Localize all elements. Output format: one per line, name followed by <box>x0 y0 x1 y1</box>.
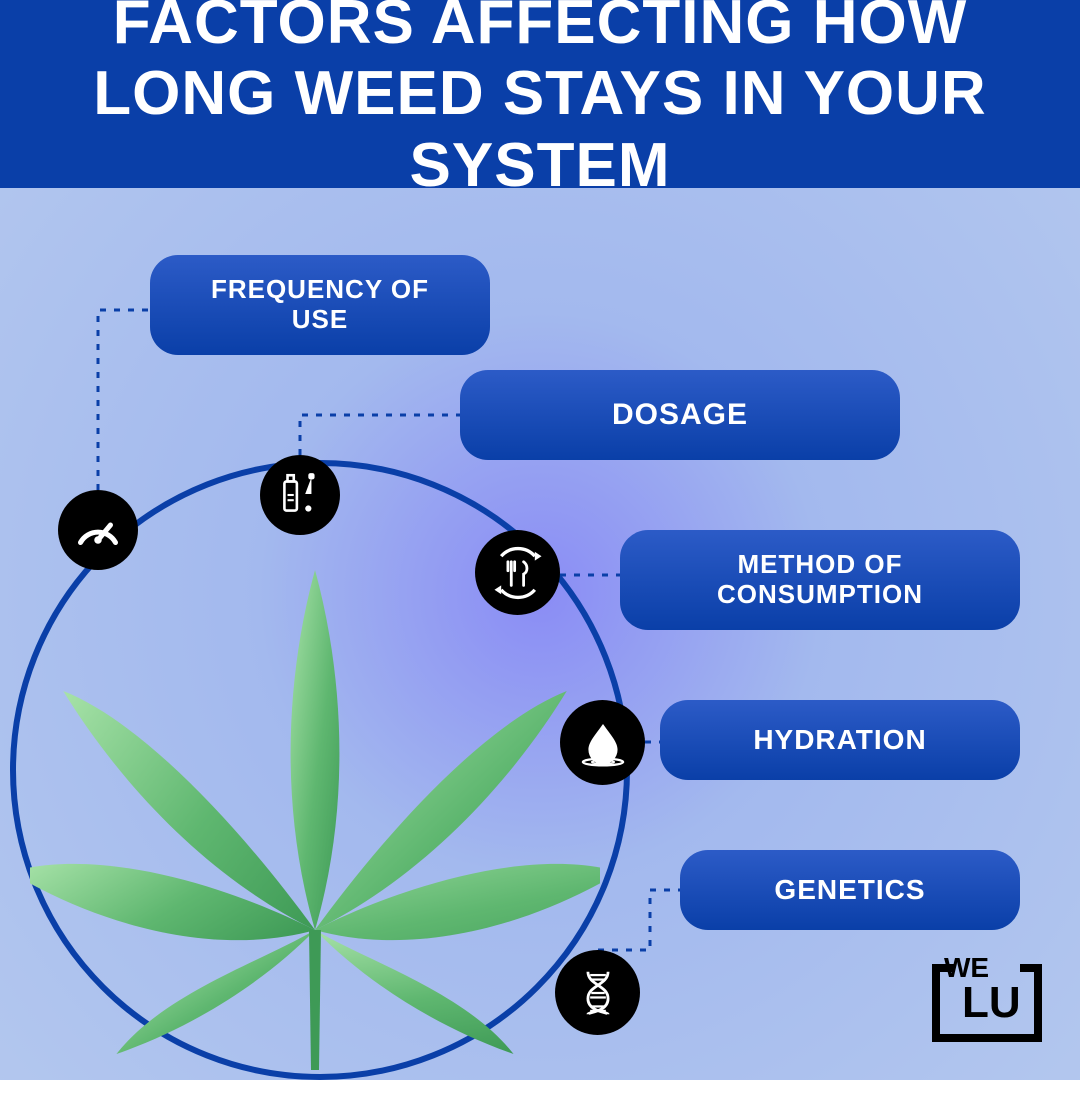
dropper-icon <box>260 455 340 535</box>
water-icon <box>560 700 645 785</box>
pill-dosage: DOSAGE <box>460 370 900 460</box>
dna-icon <box>555 950 640 1035</box>
header-bar: FACTORS AFFECTING HOW LONG WEED STAYS IN… <box>0 0 1080 188</box>
logo-line2: LU <box>962 978 1021 1028</box>
pill-label: GENETICS <box>774 874 925 906</box>
pill-label: METHOD OF CONSUMPTION <box>650 550 990 610</box>
gauge-icon <box>58 490 138 570</box>
pill-method: METHOD OF CONSUMPTION <box>620 530 1020 630</box>
logo: WE LU <box>922 952 1052 1052</box>
food-icon <box>475 530 560 615</box>
pill-genetics: GENETICS <box>680 850 1020 930</box>
header-title: FACTORS AFFECTING HOW LONG WEED STAYS IN… <box>30 0 1050 201</box>
pill-hydration: HYDRATION <box>660 700 1020 780</box>
infographic-canvas: FACTORS AFFECTING HOW LONG WEED STAYS IN… <box>0 0 1080 1080</box>
pill-label: FREQUENCY OF USE <box>180 275 460 335</box>
pill-frequency: FREQUENCY OF USE <box>150 255 490 355</box>
pill-label: HYDRATION <box>753 724 926 756</box>
pill-label: DOSAGE <box>612 398 748 432</box>
